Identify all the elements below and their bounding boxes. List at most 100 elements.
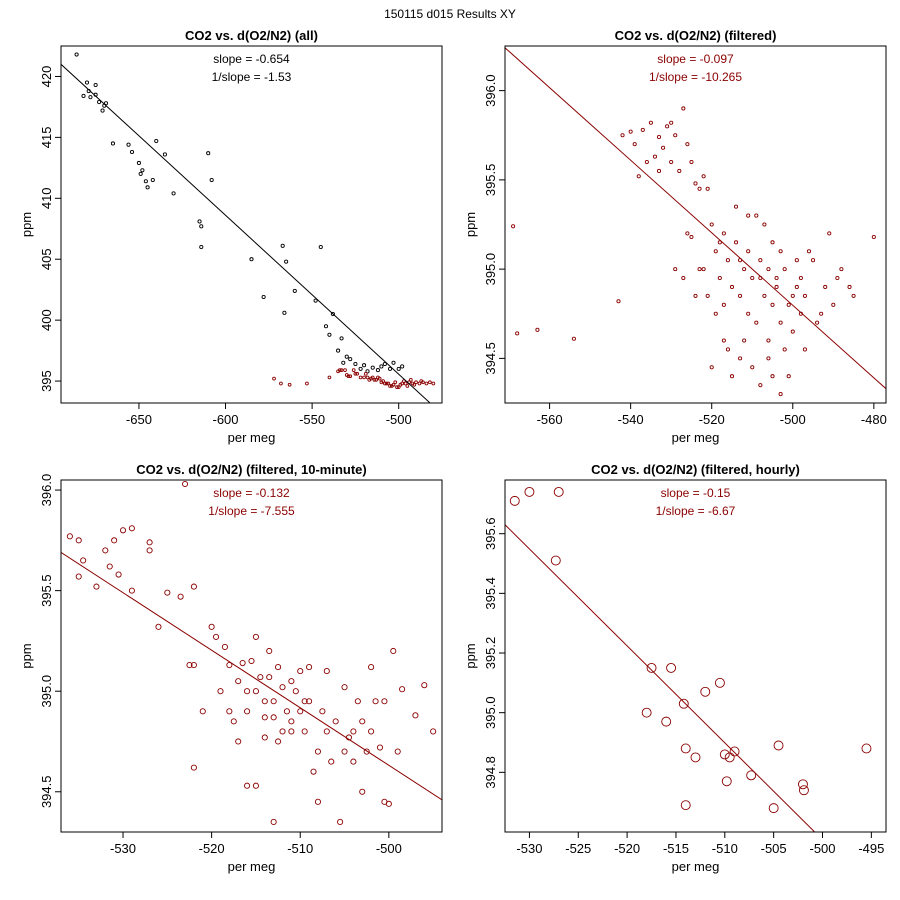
data-point — [275, 738, 282, 745]
y-tick-label: 395 — [39, 370, 54, 392]
data-point — [412, 712, 419, 719]
data-point — [336, 348, 341, 353]
y-tick-label: 394.8 — [483, 756, 498, 789]
data-point — [363, 371, 368, 376]
data-point — [143, 179, 148, 184]
data-point — [244, 782, 251, 789]
data-point — [509, 495, 520, 506]
data-point — [690, 752, 701, 763]
data-point — [88, 95, 93, 100]
data-point — [681, 275, 686, 281]
data-point — [636, 174, 641, 179]
data-point — [146, 539, 153, 546]
data-point — [126, 142, 131, 147]
data-point — [244, 688, 251, 695]
data-point — [261, 734, 268, 741]
data-point — [103, 101, 109, 106]
data-point — [871, 234, 876, 240]
data-point — [252, 782, 259, 789]
data-point — [377, 376, 382, 381]
data-point — [206, 151, 211, 156]
data-point — [669, 159, 674, 165]
data-point — [292, 288, 297, 293]
data-point — [851, 293, 856, 298]
data-point — [387, 366, 393, 371]
slope-annotation: slope = -0.132 — [213, 486, 290, 500]
data-point — [332, 718, 339, 725]
data-point — [391, 360, 396, 365]
panel-3: CO2 vs. d(O2/N2) (filtered, 10-minute) -5… — [19, 462, 443, 874]
y-tick-label: 420 — [39, 66, 54, 88]
data-point — [75, 537, 82, 544]
data-point — [314, 798, 322, 805]
data-point — [230, 718, 237, 725]
data-point — [705, 293, 710, 298]
data-point — [359, 788, 366, 795]
data-point — [774, 284, 779, 290]
data-point — [119, 527, 127, 534]
data-point — [306, 698, 313, 705]
data-point — [721, 231, 726, 236]
data-point — [244, 708, 251, 715]
data-point — [235, 738, 242, 745]
data-point — [391, 382, 396, 387]
plot-frame — [60, 479, 443, 833]
data-point — [713, 249, 718, 254]
data-point — [673, 267, 678, 272]
data-point — [252, 688, 259, 695]
data-point — [847, 284, 852, 290]
data-point — [717, 275, 722, 281]
data-point — [861, 743, 872, 754]
data-point — [301, 728, 308, 735]
data-point — [221, 643, 228, 650]
data-point — [288, 718, 295, 725]
data-point — [272, 376, 276, 381]
data-point — [339, 368, 344, 372]
data-point — [376, 744, 384, 751]
data-point — [350, 728, 357, 735]
data-point — [164, 589, 171, 596]
data-point — [705, 186, 710, 191]
data-point — [75, 573, 82, 580]
data-point — [394, 748, 401, 755]
data-point — [280, 243, 285, 248]
y-tick-label: 405 — [39, 248, 54, 270]
data-point — [283, 708, 290, 715]
data-point — [136, 160, 141, 166]
data-point — [550, 555, 561, 566]
data-point — [341, 360, 346, 365]
data-point — [261, 698, 268, 705]
data-point — [640, 127, 645, 132]
data-point — [790, 293, 795, 298]
data-point — [279, 381, 283, 386]
data-point — [100, 108, 105, 113]
data-point — [738, 293, 743, 298]
data-point — [729, 284, 735, 290]
data-point — [400, 364, 405, 369]
y-tick-label: 395.0 — [483, 253, 498, 286]
data-point — [770, 374, 775, 379]
slope-annotation: 1/slope = -10.265 — [649, 70, 742, 84]
plot-area — [61, 480, 442, 825]
data-point — [725, 258, 730, 263]
data-point — [327, 332, 332, 337]
data-point — [384, 381, 389, 386]
data-point — [305, 381, 309, 386]
data-point — [762, 222, 767, 227]
data-point — [729, 746, 740, 757]
data-point — [319, 708, 326, 715]
y-axis-label: ppm — [19, 212, 34, 237]
data-point — [314, 748, 322, 755]
x-tick-label: -505 — [761, 841, 787, 856]
data-point — [217, 688, 224, 695]
data-point — [661, 716, 672, 727]
data-point — [770, 240, 775, 245]
slope-annotation: 1/slope = -6.67 — [656, 504, 736, 518]
data-point — [408, 377, 413, 382]
y-tick-label: 395.0 — [39, 675, 54, 708]
data-point — [348, 374, 353, 379]
data-point — [632, 142, 637, 147]
data-point — [412, 382, 417, 387]
data-point — [84, 80, 90, 85]
y-tick-label: 396.0 — [483, 74, 498, 107]
